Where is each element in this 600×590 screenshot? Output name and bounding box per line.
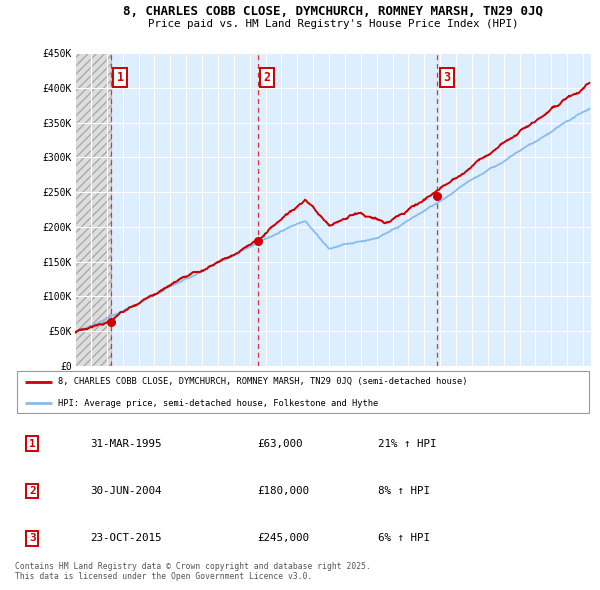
- Text: 30-JUN-2004: 30-JUN-2004: [90, 486, 161, 496]
- Text: £245,000: £245,000: [257, 533, 309, 543]
- Text: 23-OCT-2015: 23-OCT-2015: [90, 533, 161, 543]
- Text: 1: 1: [29, 439, 35, 449]
- Text: 21% ↑ HPI: 21% ↑ HPI: [378, 439, 436, 449]
- FancyBboxPatch shape: [17, 371, 589, 413]
- Text: £63,000: £63,000: [257, 439, 302, 449]
- Text: 8, CHARLES COBB CLOSE, DYMCHURCH, ROMNEY MARSH, TN29 0JQ: 8, CHARLES COBB CLOSE, DYMCHURCH, ROMNEY…: [123, 5, 543, 18]
- Text: 2: 2: [263, 71, 271, 84]
- Text: 8% ↑ HPI: 8% ↑ HPI: [378, 486, 430, 496]
- Text: 2: 2: [29, 486, 35, 496]
- Text: 6% ↑ HPI: 6% ↑ HPI: [378, 533, 430, 543]
- Text: Price paid vs. HM Land Registry's House Price Index (HPI): Price paid vs. HM Land Registry's House …: [148, 19, 518, 29]
- Bar: [75, 53, 111, 366]
- Text: 3: 3: [29, 533, 35, 543]
- Text: Contains HM Land Registry data © Crown copyright and database right 2025.
This d: Contains HM Land Registry data © Crown c…: [15, 562, 371, 581]
- Text: 1: 1: [116, 71, 124, 84]
- Text: 31-MAR-1995: 31-MAR-1995: [90, 439, 161, 449]
- Text: 3: 3: [443, 71, 451, 84]
- Text: 8, CHARLES COBB CLOSE, DYMCHURCH, ROMNEY MARSH, TN29 0JQ (semi-detached house): 8, CHARLES COBB CLOSE, DYMCHURCH, ROMNEY…: [58, 378, 468, 386]
- Text: HPI: Average price, semi-detached house, Folkestone and Hythe: HPI: Average price, semi-detached house,…: [58, 399, 379, 408]
- Text: £180,000: £180,000: [257, 486, 309, 496]
